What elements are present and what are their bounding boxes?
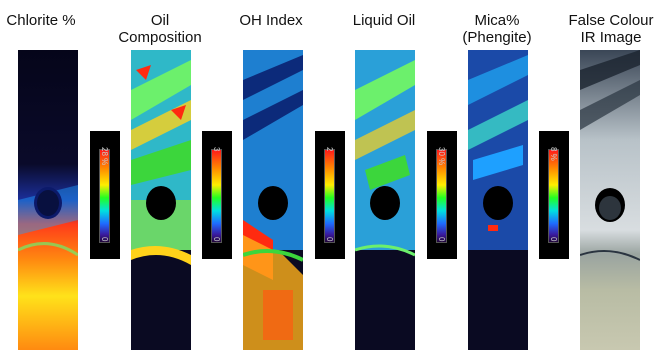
title-liquid-oil: Liquid Oil bbox=[352, 12, 416, 29]
title-false-colour: False Colour IR Image bbox=[568, 12, 654, 46]
mica-map-image bbox=[468, 50, 528, 350]
colorbar-min-label: 0 bbox=[549, 237, 558, 242]
chlorite-map-image bbox=[18, 50, 78, 350]
oh-index-map-image bbox=[243, 50, 303, 350]
colorbar-chlorite: 28 % 0 bbox=[90, 131, 120, 259]
colorbar-oil-composition: 3 0 bbox=[202, 131, 232, 259]
title-oh-index: OH Index bbox=[239, 12, 303, 29]
colorbar-gradient bbox=[436, 149, 447, 243]
colorbar-max-label: 8 % bbox=[549, 147, 558, 161]
colorbar-max-label: 2 bbox=[325, 147, 334, 152]
colorbar-min-label: 0 bbox=[100, 237, 109, 242]
oil-composition-map-image bbox=[131, 50, 191, 350]
colorbar-min-label: 0 bbox=[325, 237, 334, 242]
colorbar-min-label: 0 bbox=[437, 237, 446, 242]
false-colour-ir-image bbox=[580, 50, 640, 350]
liquid-oil-map-image bbox=[355, 50, 415, 350]
colorbar-gradient bbox=[548, 149, 559, 243]
colorbar-min-label: 0 bbox=[212, 237, 221, 242]
colorbar-max-label: 30 % bbox=[437, 147, 446, 166]
colorbar-gradient bbox=[324, 149, 335, 243]
colorbar-mica: 8 % 0 bbox=[539, 131, 569, 259]
colorbar-max-label: 28 % bbox=[100, 147, 109, 166]
title-mica: Mica% (Phengite) bbox=[462, 12, 532, 46]
title-chlorite: Chlorite % bbox=[6, 12, 76, 29]
colorbar-gradient bbox=[99, 149, 110, 243]
colorbar-oh-index: 2 0 bbox=[315, 131, 345, 259]
title-oil-composition: Oil Composition bbox=[118, 12, 202, 46]
colorbar-max-label: 3 bbox=[212, 147, 221, 152]
colorbar-gradient bbox=[211, 149, 222, 243]
colorbar-liquid-oil: 30 % 0 bbox=[427, 131, 457, 259]
